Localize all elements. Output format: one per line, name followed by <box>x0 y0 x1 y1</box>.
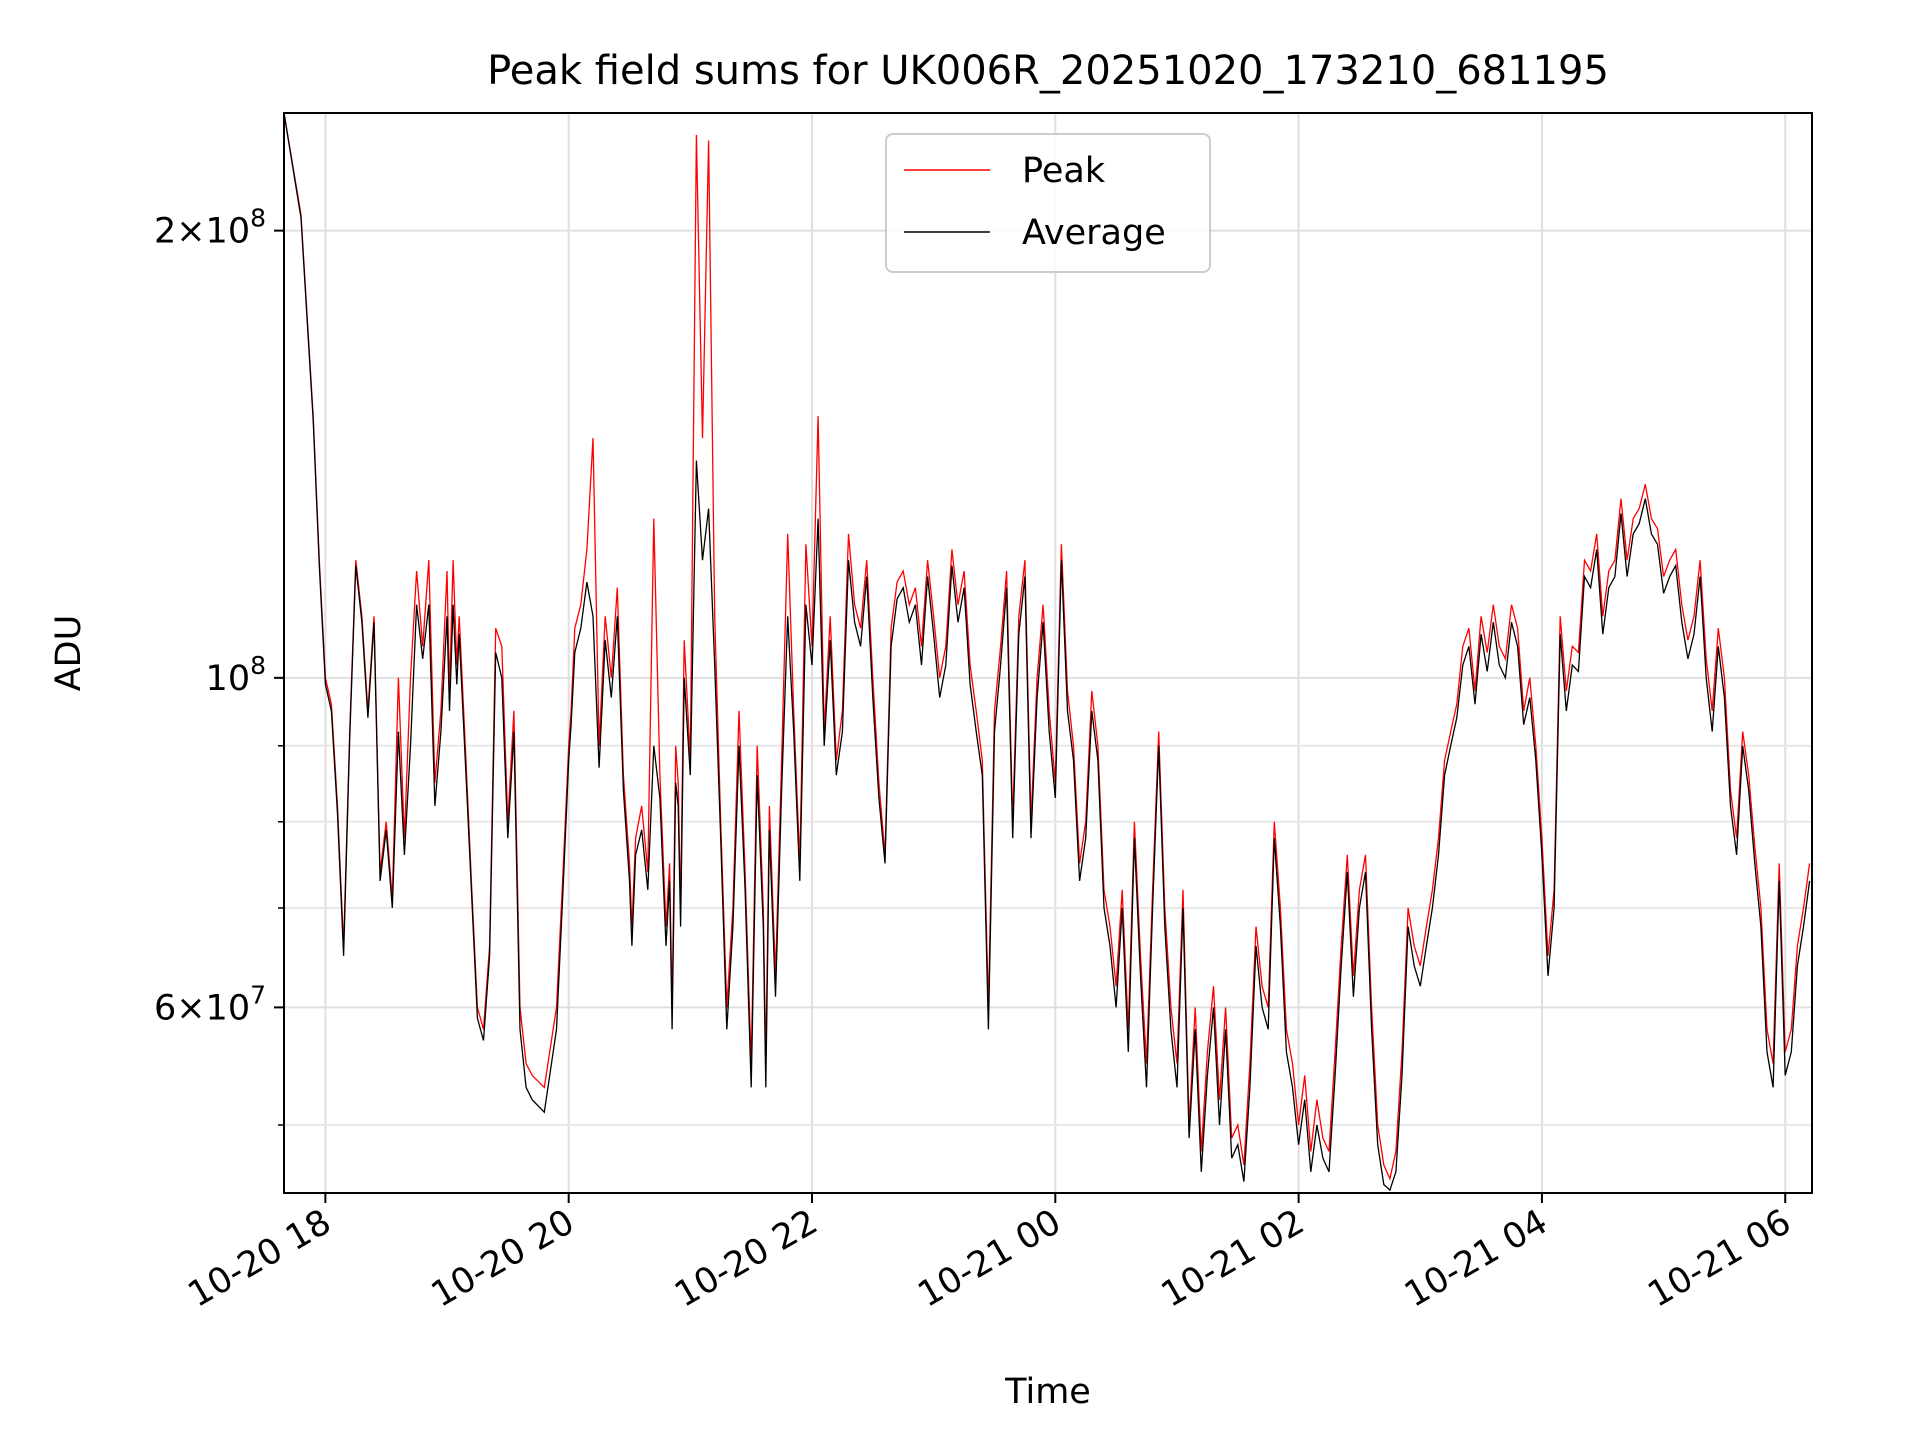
legend-box <box>885 133 1211 273</box>
series-layer <box>284 113 1811 1192</box>
chart-title: Peak field sums for UK006R_20251020_1732… <box>487 48 1609 94</box>
y-tick-mantissa: 6×10 <box>154 988 250 1028</box>
x-axis-label: Time <box>1004 1372 1091 1412</box>
legend-peak-label: Peak <box>1022 151 1106 191</box>
y-tick-mantissa: 10 <box>206 659 251 699</box>
y-tick-label: 2×108 <box>154 204 266 252</box>
y-tick-exponent: 8 <box>250 651 266 680</box>
y-tick-label: 108 <box>206 651 266 699</box>
series-line-peak <box>284 113 1811 1181</box>
y-axis-label: ADU <box>49 615 89 692</box>
y-tick-mantissa: 2×10 <box>154 212 250 252</box>
y-tick-exponent: 8 <box>250 204 266 233</box>
legend: Peak Average <box>885 133 1211 273</box>
y-tick-exponent: 7 <box>250 980 266 1009</box>
plot-frame <box>283 112 1813 1194</box>
y-tick-label: 6×107 <box>154 980 266 1028</box>
legend-average-label: Average <box>1022 213 1166 253</box>
series-line-average <box>284 113 1811 1192</box>
